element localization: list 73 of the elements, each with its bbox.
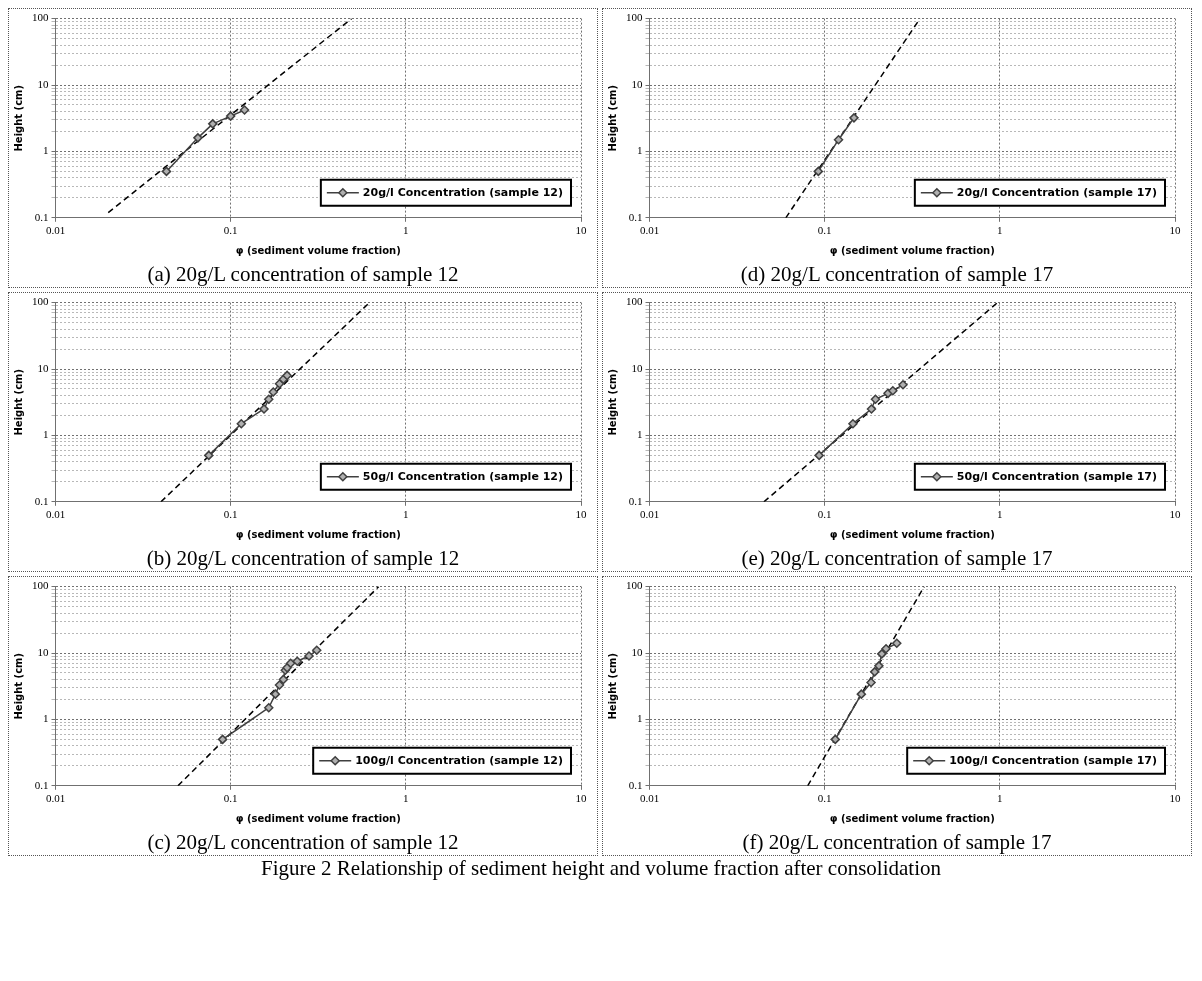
y-tick-label: 100 (626, 11, 643, 24)
y-tick-label: 0.1 (628, 494, 643, 507)
y-tick-label: 0.1 (628, 210, 643, 223)
x-axis-title: φ (sediment volume fraction) (235, 244, 401, 256)
text: (b) 20g/L concentration of sample 12 (145, 545, 461, 571)
y-tick-label: 0.1 (628, 778, 643, 791)
x-tick-label: 10 (1169, 224, 1181, 237)
text: (e) 20g/L concentration of sample 17 (740, 545, 1054, 571)
y-tick-label: 100 (32, 579, 49, 592)
x-axis-title: φ (sediment volume fraction) (829, 244, 995, 256)
x-tick-label: 0.1 (817, 224, 832, 237)
x-tick-label: 1 (403, 224, 409, 237)
x-tick-label: 1 (403, 792, 409, 805)
legend-label: 50g/l Concentration (sample 12) (362, 469, 563, 483)
x-tick-label: 0.01 (45, 508, 66, 521)
y-tick-label: 10 (37, 77, 49, 90)
y-tick-label: 100 (32, 11, 49, 24)
x-tick-label: 0.1 (817, 508, 832, 521)
y-tick-label: 1 (637, 144, 643, 157)
x-tick-label: 10 (575, 224, 587, 237)
x-tick-label: 0.1 (223, 224, 238, 237)
y-tick-label: 1 (637, 428, 643, 441)
y-tick-label: 10 (631, 77, 643, 90)
text: (c) 20g/L concentration of sample 12 (146, 829, 460, 855)
text: (a) 20g/L concentration of sample 12 (146, 261, 460, 287)
x-axis-title: φ (sediment volume fraction) (235, 528, 401, 540)
y-axis-title: Height (cm) (606, 84, 618, 152)
y-tick-label: 1 (43, 428, 49, 441)
x-axis-title: φ (sediment volume fraction) (829, 528, 995, 540)
legend-label: 20g/l Concentration (sample 12) (362, 185, 563, 199)
y-tick-label: 10 (631, 361, 643, 374)
y-tick-label: 1 (43, 144, 49, 157)
x-tick-label: 1 (997, 508, 1003, 521)
x-tick-label: 0.01 (639, 508, 660, 521)
x-tick-label: 0.01 (45, 224, 66, 237)
y-axis-title: Height (cm) (606, 368, 618, 436)
x-tick-label: 0.01 (639, 792, 660, 805)
x-tick-label: 10 (1169, 792, 1181, 805)
x-tick-label: 0.1 (817, 792, 832, 805)
x-tick-label: 1 (403, 508, 409, 521)
y-tick-label: 10 (37, 361, 49, 374)
caption: Figure 2 Relationship of sediment height and volume fraction after consolidation (260, 856, 942, 881)
x-tick-label: 10 (1169, 508, 1181, 521)
y-tick-label: 0.1 (34, 778, 49, 791)
legend-label: 100g/l Concentration (sample 17) (949, 753, 1157, 767)
y-axis-title: Height (cm) (12, 84, 24, 152)
legend-label: 50g/l Concentration (sample 17) (956, 469, 1157, 483)
y-tick-label: 100 (32, 295, 49, 308)
x-axis-title: φ (sediment volume fraction) (235, 812, 401, 824)
y-tick-label: 1 (637, 712, 643, 725)
y-tick-label: 100 (626, 295, 643, 308)
text: (f) 20g/L concentration of sample 17 (741, 829, 1053, 855)
y-tick-label: 10 (631, 645, 643, 658)
legend-label: 100g/l Concentration (sample 12) (355, 753, 563, 767)
x-tick-label: 0.1 (223, 508, 238, 521)
y-tick-label: 100 (626, 579, 643, 592)
x-axis-title: φ (sediment volume fraction) (829, 812, 995, 824)
x-tick-label: 10 (575, 792, 587, 805)
x-tick-label: 10 (575, 508, 587, 521)
text: (d) 20g/L concentration of sample 17 (739, 261, 1055, 287)
y-tick-label: 0.1 (34, 210, 49, 223)
x-tick-label: 0.01 (639, 224, 660, 237)
y-axis-title: Height (cm) (12, 652, 24, 720)
y-axis-title: Height (cm) (606, 652, 618, 720)
y-tick-label: 0.1 (34, 494, 49, 507)
y-tick-label: 10 (37, 645, 49, 658)
x-tick-label: 0.01 (45, 792, 66, 805)
x-tick-label: 1 (997, 792, 1003, 805)
x-tick-label: 0.1 (223, 792, 238, 805)
y-tick-label: 1 (43, 712, 49, 725)
x-tick-label: 1 (997, 224, 1003, 237)
y-axis-title: Height (cm) (12, 368, 24, 436)
legend-label: 20g/l Concentration (sample 17) (956, 185, 1157, 199)
